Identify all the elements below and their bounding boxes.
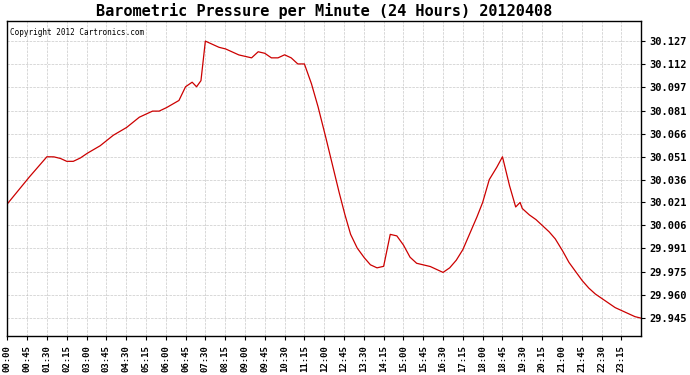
- Text: Copyright 2012 Cartronics.com: Copyright 2012 Cartronics.com: [10, 28, 145, 37]
- Title: Barometric Pressure per Minute (24 Hours) 20120408: Barometric Pressure per Minute (24 Hours…: [96, 3, 552, 19]
